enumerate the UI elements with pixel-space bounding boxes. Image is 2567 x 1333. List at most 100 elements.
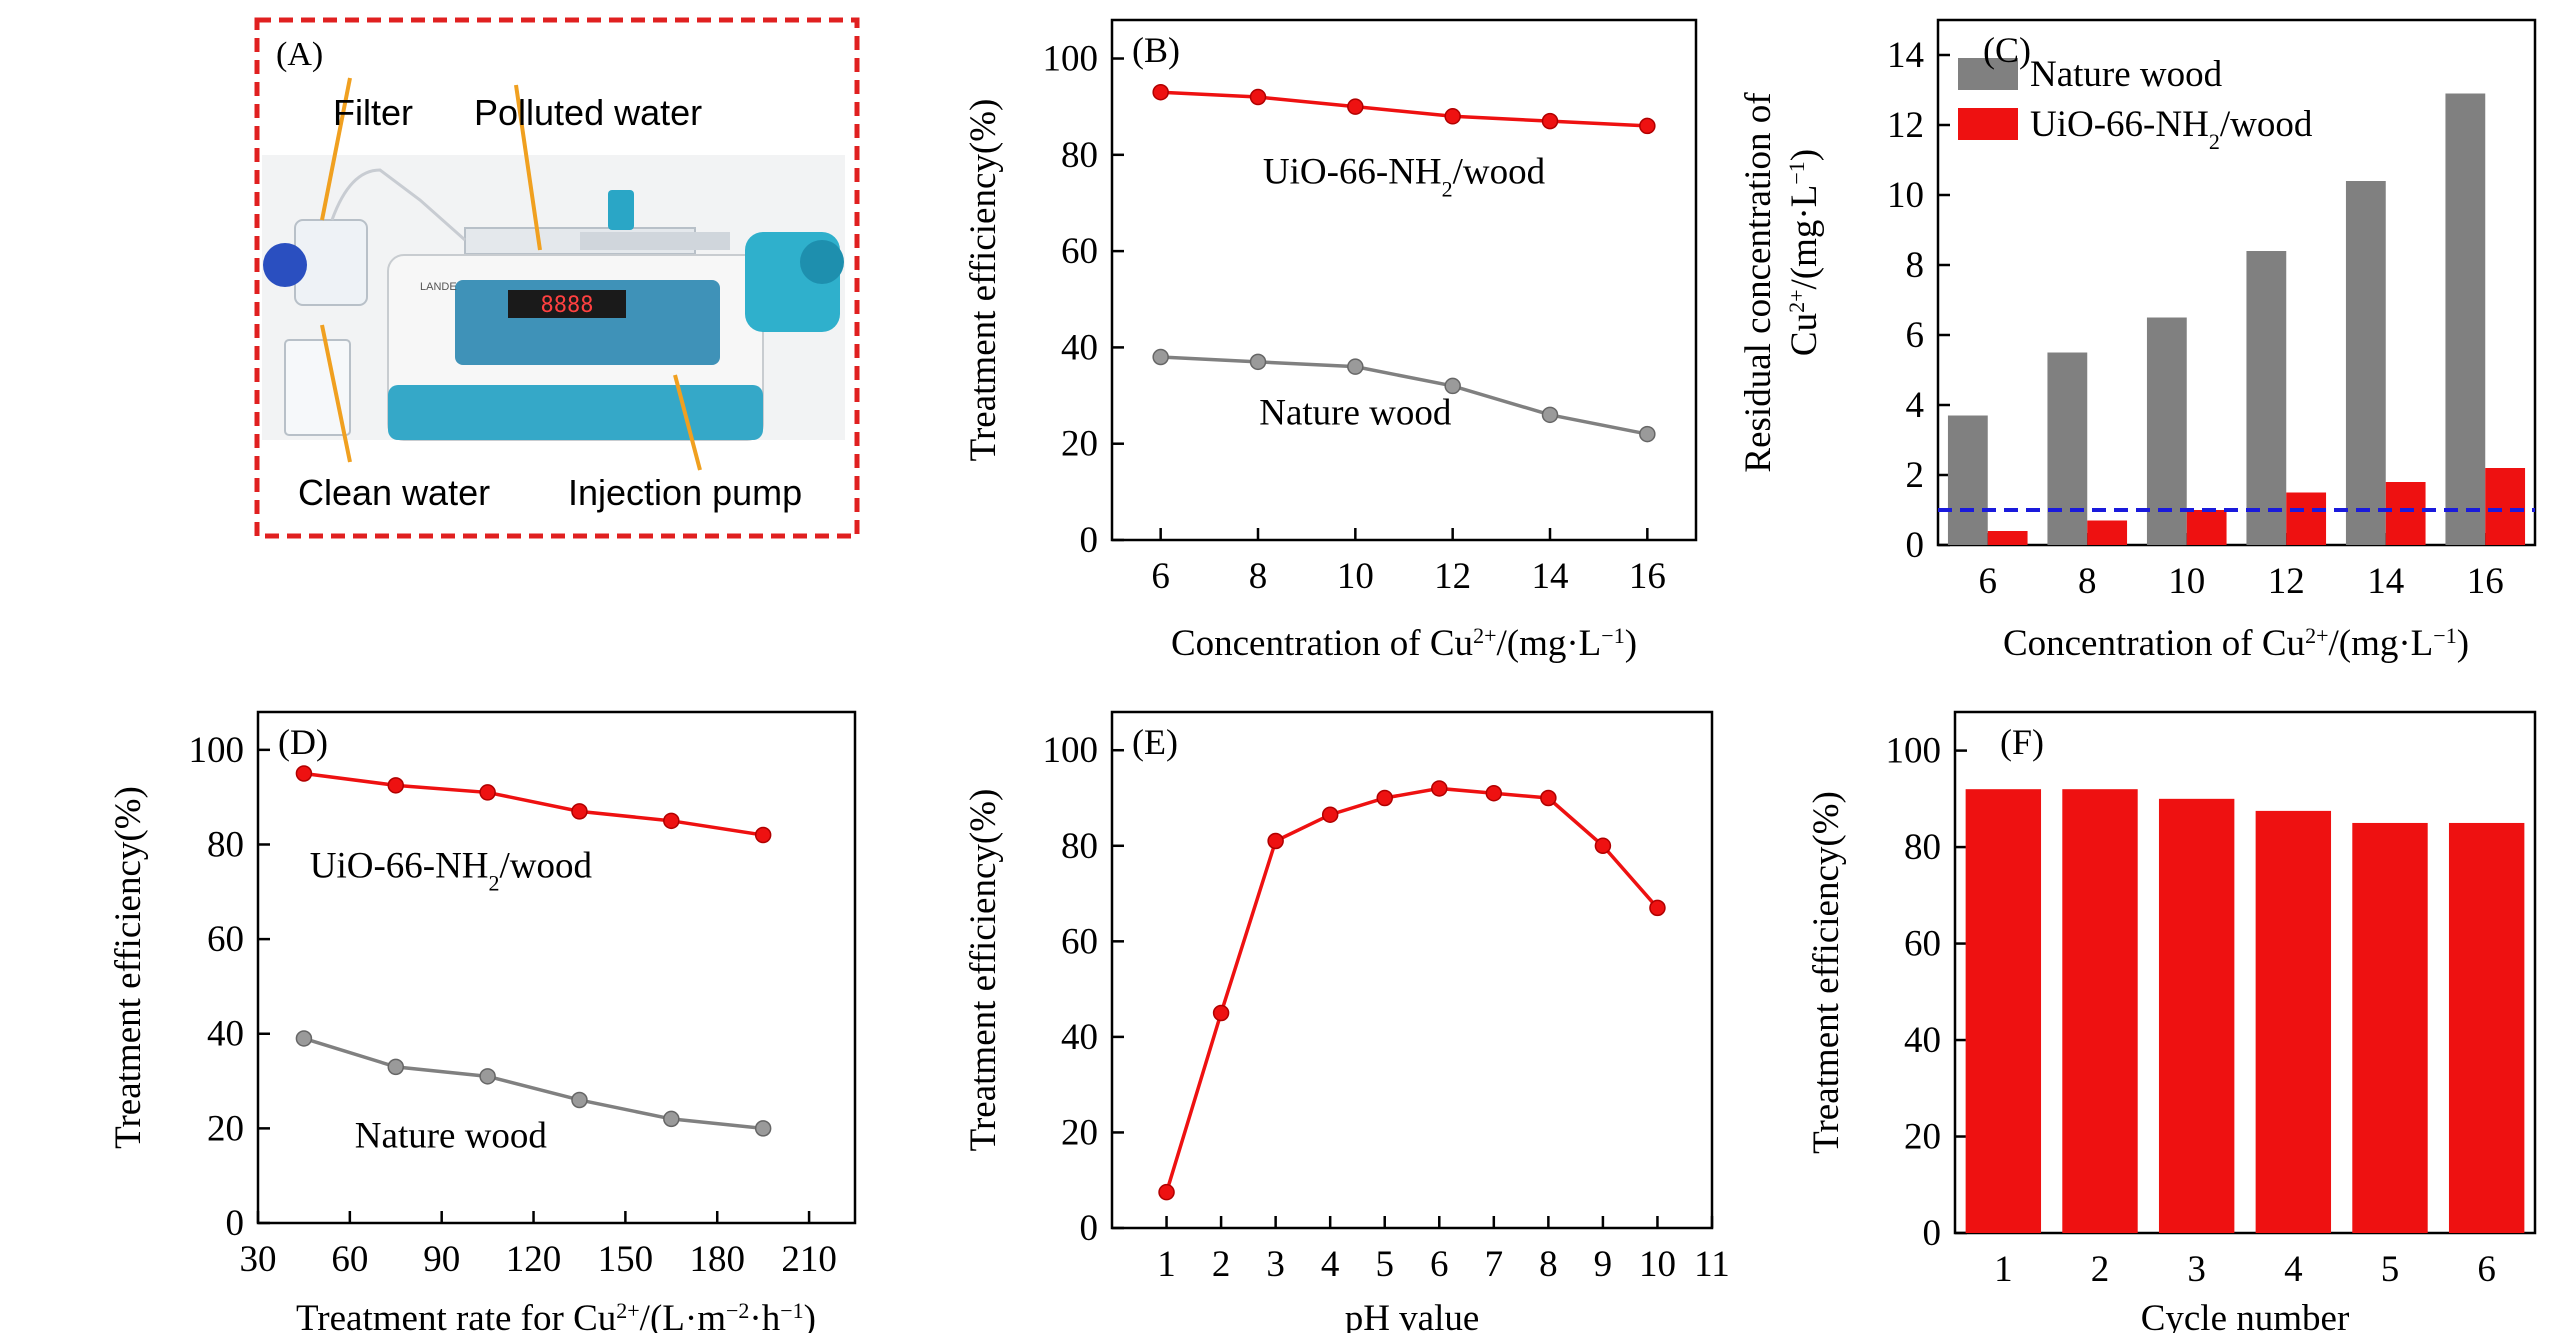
filter-tube xyxy=(330,168,466,242)
y-tick-label: 60 xyxy=(207,919,244,960)
arrow-clean-water xyxy=(320,324,352,463)
y-tick-label: 60 xyxy=(1904,924,1941,965)
label-clean-water: Clean water xyxy=(298,472,490,513)
bar-red xyxy=(2385,482,2426,545)
data-point xyxy=(1540,789,1557,807)
plot-frame xyxy=(1936,18,2537,547)
panel-a-frame xyxy=(254,17,860,539)
x-tick-label: 3 xyxy=(2187,1249,2206,1290)
y-axis-label: Treatment efficiency(%) xyxy=(1806,791,1847,1154)
bar-gray xyxy=(2146,317,2187,545)
x-axis-label-part: −2 xyxy=(726,1298,749,1323)
x-tick-label: 10 xyxy=(1639,1244,1676,1285)
series-annotation: UiO-66-NH2/wood xyxy=(310,846,593,896)
y-axis-label: Treatment efficiency(%) xyxy=(963,99,1004,462)
x-tick-label: 2 xyxy=(1212,1244,1231,1285)
y-axis-label-line2-part: Cu xyxy=(1784,313,1825,356)
series-annotation-part: Nature wood xyxy=(1259,392,1452,433)
bar-red xyxy=(1965,789,2042,1233)
x-axis-label-part: −1 xyxy=(780,1298,803,1323)
syringe-plunger xyxy=(580,232,730,250)
y-tick-label: 0 xyxy=(1080,520,1099,561)
x-tick-label: 9 xyxy=(1594,1244,1613,1285)
data-point xyxy=(479,784,496,801)
arrow-polluted-water xyxy=(514,84,542,251)
y-tick-label: 80 xyxy=(1061,826,1098,867)
y-tick-label: 20 xyxy=(207,1108,244,1149)
data-point xyxy=(387,777,405,794)
x-axis-label-part: /(mg·L xyxy=(2328,623,2433,664)
pump-knob xyxy=(800,240,844,284)
panel-label: (B) xyxy=(1132,30,1180,70)
series-annotation: UiO-66-NH2/wood xyxy=(1263,152,1546,202)
x-axis-label-part: 2+ xyxy=(1473,623,1496,648)
y-tick-label: 40 xyxy=(1061,327,1098,368)
y-axis-label-line2-part: −1 xyxy=(1784,161,1809,184)
data-point xyxy=(1267,832,1284,850)
x-tick-label: 14 xyxy=(2367,561,2404,602)
y-tick-label: 100 xyxy=(189,730,245,771)
x-axis-label-part: /(mg·L xyxy=(1496,623,1601,664)
series-annotation-part: UiO-66-NH xyxy=(310,846,489,887)
y-tick-label: 60 xyxy=(1061,921,1098,962)
bar-gray xyxy=(2345,181,2386,545)
pump-base xyxy=(388,385,763,440)
data-point xyxy=(1639,425,1656,443)
x-tick-label: 8 xyxy=(2078,561,2097,602)
series-line-gray xyxy=(1160,355,1648,436)
y-tick-label: 10 xyxy=(1887,175,1924,216)
data-point xyxy=(479,1068,496,1085)
x-tick-label: 6 xyxy=(2477,1249,2496,1290)
data-point xyxy=(1485,784,1503,802)
x-axis-label-part: −1 xyxy=(1601,623,1624,648)
panel-label: (F) xyxy=(2000,722,2044,762)
data-point xyxy=(663,812,680,830)
legend-label: Nature wood xyxy=(2030,54,2223,95)
series-annotation: Nature wood xyxy=(355,1115,548,1156)
bar-red xyxy=(2062,789,2138,1233)
x-tick-label: 5 xyxy=(2381,1249,2400,1290)
data-point xyxy=(754,826,772,844)
x-tick-label: 12 xyxy=(2268,561,2305,602)
y-axis-label-line2-part: ) xyxy=(1784,149,1825,161)
x-axis-label: Treatment rate for Cu2+/(L·m−2·h−1) xyxy=(296,1298,816,1333)
data-point xyxy=(295,765,313,782)
x-axis-label: pH value xyxy=(1345,1298,1480,1333)
plot-frame xyxy=(1110,710,1714,1230)
bar-gray xyxy=(2445,93,2486,545)
y-axis-label-line2-part: 2+ xyxy=(1784,289,1809,312)
series-annotation-part: Nature wood xyxy=(355,1115,548,1156)
x-tick-label: 4 xyxy=(2284,1249,2303,1290)
data-point xyxy=(1152,348,1169,366)
data-point xyxy=(1347,358,1364,375)
y-tick-label: 100 xyxy=(1043,39,1099,80)
bar-red xyxy=(2485,468,2526,545)
pump-display xyxy=(508,290,626,318)
panel-a: 8888 LANDE (A) Filter Polluted water Cle… xyxy=(254,17,860,539)
x-tick-label: 6 xyxy=(1979,561,1998,602)
legend-label-part: /wood xyxy=(2220,104,2313,145)
panel-c: 0 2 4 6 8 10 12 14 6 8 10 12 14 16 Nature wood UiO-66-N… xyxy=(1738,18,2537,664)
x-axis-label-part: Cycle number xyxy=(2141,1298,2350,1333)
series-line-gray xyxy=(303,1036,764,1131)
x-axis-label-part: ) xyxy=(804,1298,816,1333)
legend-swatch-red xyxy=(1958,108,2018,140)
plot-frame xyxy=(1953,710,2537,1235)
x-tick-label: 8 xyxy=(1539,1244,1558,1285)
x-tick-label: 6 xyxy=(1430,1244,1449,1285)
x-tick-label: 3 xyxy=(1266,1244,1285,1285)
legend-label-part: UiO-66-NH xyxy=(2030,104,2209,145)
data-point xyxy=(1541,406,1559,424)
y-tick-label: 14 xyxy=(1887,35,1924,76)
label-injection-pump: Injection pump xyxy=(568,472,802,513)
data-point xyxy=(1541,112,1559,130)
data-point xyxy=(387,1058,405,1076)
x-tick-label: 16 xyxy=(2467,561,2504,602)
x-tick-label: 180 xyxy=(689,1239,745,1280)
x-axis-label-part: 2+ xyxy=(2305,623,2328,648)
y-tick-label: 4 xyxy=(1906,385,1925,426)
legend-label: UiO-66-NH2/wood xyxy=(2030,104,2313,154)
plot-frame xyxy=(1110,18,1698,542)
x-tick-label: 12 xyxy=(1434,556,1471,597)
data-point xyxy=(754,1120,772,1137)
